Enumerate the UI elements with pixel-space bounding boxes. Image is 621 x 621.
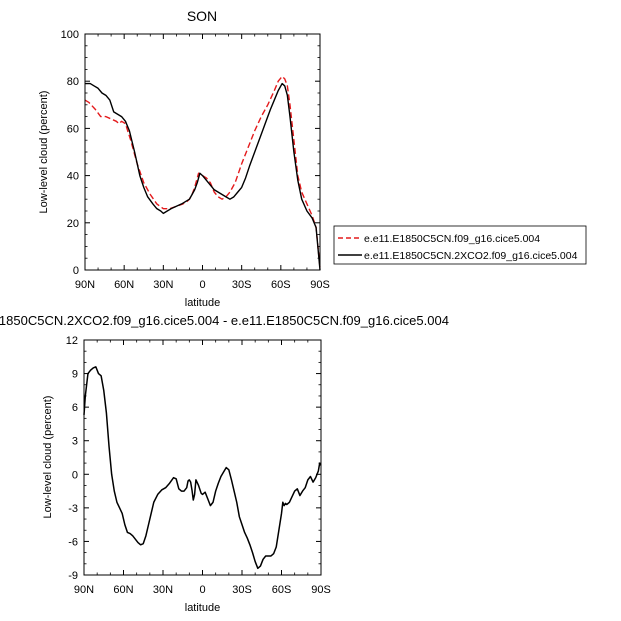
bottom-y-tick-label: -9 bbox=[68, 570, 78, 582]
legend-box bbox=[333, 225, 587, 265]
top-plot-frame bbox=[84, 33, 321, 271]
top-x-tick-label: 90S bbox=[310, 279, 330, 291]
bottom-x-tick-label: 60S bbox=[272, 584, 292, 596]
bottom-x-tick-label: 30S bbox=[232, 584, 252, 596]
top-y-axis-label: Low-level cloud (percent) bbox=[38, 91, 50, 214]
bottom-y-tick-label: 9 bbox=[72, 369, 78, 381]
bottom-y-tick-label: -3 bbox=[68, 503, 78, 515]
bottom-x-tick-label: 30N bbox=[153, 584, 173, 596]
bottom-x-tick-label: 60N bbox=[113, 584, 133, 596]
bottom-chart-title: e.e11.E1850C5CN.2XCO2.f09_g16.cice5.004 … bbox=[0, 313, 449, 328]
legend: e.e11.E1850C5CN.f09_g16.cice5.004 e.e11.… bbox=[333, 225, 587, 265]
legend-entry-2xco2: e.e11.E1850C5CN.2XCO2.f09_g16.cice5.004 bbox=[364, 250, 578, 262]
bottom-panel: e.e11.E1850C5CN.2XCO2.f09_g16.cice5.004 … bbox=[0, 313, 449, 614]
top-y-tick-label: 60 bbox=[67, 123, 79, 135]
top-x-tick-label: 60N bbox=[114, 279, 134, 291]
top-y-tick-label: 0 bbox=[73, 265, 79, 277]
bottom-series-line-0 bbox=[83, 366, 322, 570]
bottom-x-axis-label: latitude bbox=[185, 602, 220, 614]
top-chart-title: SON bbox=[187, 8, 217, 24]
top-y-tick-label: 40 bbox=[67, 171, 79, 183]
bottom-plot-frame bbox=[83, 339, 322, 576]
top-x-tick-label: 0 bbox=[199, 279, 205, 291]
bottom-y-tick-label: 3 bbox=[72, 436, 78, 448]
legend-entry-control: e.e11.E1850C5CN.f09_g16.cice5.004 bbox=[364, 233, 540, 245]
top-x-axis-label: latitude bbox=[185, 297, 220, 309]
top-x-tick-label: 30N bbox=[153, 279, 173, 291]
top-y-tick-label: 80 bbox=[67, 76, 79, 88]
top-x-tick-label: 30S bbox=[232, 279, 252, 291]
top-panel: SON 90N 60N 30N 0 30S 60S 90S 0 20 40 60 80 100 lat… bbox=[38, 8, 330, 309]
top-y-tick-label: 100 bbox=[61, 29, 79, 41]
bottom-y-tick-label: 12 bbox=[66, 335, 78, 347]
bottom-y-tick-label: 6 bbox=[72, 402, 78, 414]
top-series-line-0 bbox=[84, 75, 321, 268]
top-x-tick-label: 90N bbox=[75, 279, 95, 291]
bottom-y-tick-label: 0 bbox=[72, 469, 78, 481]
bottom-y-tick-label: -6 bbox=[68, 536, 78, 548]
bottom-x-tick-label: 0 bbox=[199, 584, 205, 596]
top-y-tick-label: 20 bbox=[67, 218, 79, 230]
top-x-tick-label: 60S bbox=[271, 279, 291, 291]
top-series-line-1 bbox=[85, 82, 321, 271]
bottom-y-axis-label: Low-level cloud (percent) bbox=[42, 396, 54, 519]
bottom-x-tick-label: 90S bbox=[311, 584, 331, 596]
bottom-x-tick-label: 90N bbox=[74, 584, 94, 596]
